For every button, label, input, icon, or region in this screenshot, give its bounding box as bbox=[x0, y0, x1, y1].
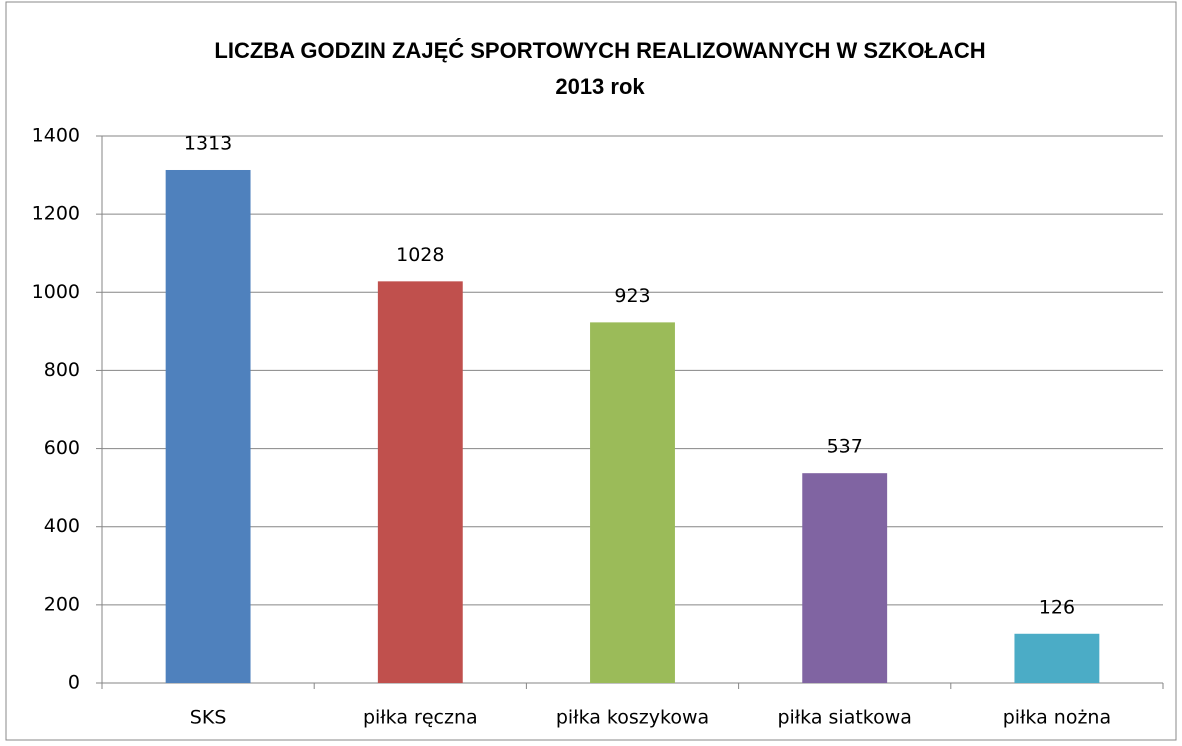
x-tick-label: piłka siatkowa bbox=[777, 707, 912, 729]
y-tick-label: 0 bbox=[68, 672, 80, 694]
data-label: 537 bbox=[827, 436, 863, 458]
y-tick-label: 1000 bbox=[32, 281, 80, 303]
data-label: 126 bbox=[1039, 596, 1075, 618]
y-tick-label: 400 bbox=[44, 515, 80, 537]
chart-title: LICZBA GODZIN ZAJĘĆ SPORTOWYCH REALIZOWA… bbox=[214, 38, 985, 63]
bar bbox=[165, 169, 251, 684]
x-tick-label: SKS bbox=[190, 707, 227, 729]
bar bbox=[802, 473, 888, 683]
bar bbox=[590, 322, 675, 683]
data-label: 923 bbox=[614, 285, 650, 307]
data-label: 1313 bbox=[184, 132, 232, 154]
bar bbox=[1014, 633, 1100, 683]
y-tick-label: 600 bbox=[44, 437, 80, 459]
y-tick-label: 1200 bbox=[32, 203, 80, 225]
x-tick-label: piłka nożna bbox=[1003, 707, 1111, 729]
bar bbox=[377, 281, 463, 683]
data-label: 1028 bbox=[396, 244, 444, 266]
y-tick-label: 200 bbox=[44, 593, 80, 615]
x-tick-label: piłka ręczna bbox=[363, 707, 478, 729]
y-tick-label: 800 bbox=[44, 359, 80, 381]
chart-title: 2013 rok bbox=[555, 74, 645, 99]
y-tick-label: 1400 bbox=[32, 125, 80, 147]
x-tick-label: piłka koszykowa bbox=[556, 707, 709, 729]
